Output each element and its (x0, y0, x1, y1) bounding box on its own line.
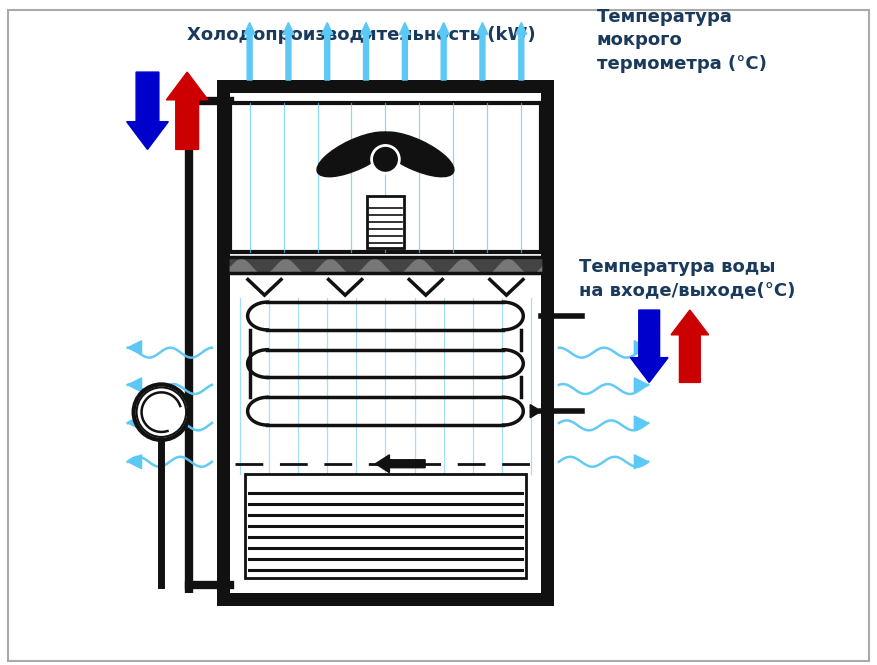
Bar (230, 93, 541, 593)
Polygon shape (634, 340, 648, 354)
Polygon shape (438, 23, 449, 80)
Circle shape (133, 384, 189, 440)
Polygon shape (541, 309, 552, 323)
Polygon shape (634, 416, 648, 430)
Text: Температура
мокрого
термометра (°C): Температура мокрого термометра (°C) (596, 8, 766, 73)
Bar (367, 196, 404, 247)
Polygon shape (128, 340, 141, 354)
Polygon shape (126, 72, 168, 150)
Polygon shape (360, 23, 372, 80)
Polygon shape (634, 455, 648, 469)
Polygon shape (283, 23, 294, 80)
Bar (217, 80, 554, 93)
Bar (217, 80, 230, 606)
Polygon shape (167, 72, 208, 150)
Bar (230, 103, 541, 251)
Polygon shape (531, 404, 541, 418)
Bar (245, 473, 526, 578)
Polygon shape (128, 416, 141, 430)
Polygon shape (516, 23, 527, 80)
Polygon shape (631, 310, 668, 382)
Bar (541, 80, 554, 606)
Bar (217, 593, 554, 606)
Polygon shape (399, 23, 410, 80)
Circle shape (372, 146, 399, 173)
Text: Температура воды
на входе/выходе(°C): Температура воды на входе/выходе(°C) (579, 257, 795, 299)
Polygon shape (671, 310, 709, 382)
Polygon shape (634, 378, 648, 392)
Ellipse shape (376, 132, 454, 177)
Polygon shape (375, 455, 425, 473)
Text: Холодопроизводительность (kW): Холодопроизводительность (kW) (187, 27, 536, 45)
Polygon shape (128, 455, 141, 469)
Polygon shape (477, 23, 488, 80)
Polygon shape (244, 23, 255, 80)
Polygon shape (322, 23, 332, 80)
Polygon shape (128, 378, 141, 392)
Ellipse shape (317, 132, 395, 177)
